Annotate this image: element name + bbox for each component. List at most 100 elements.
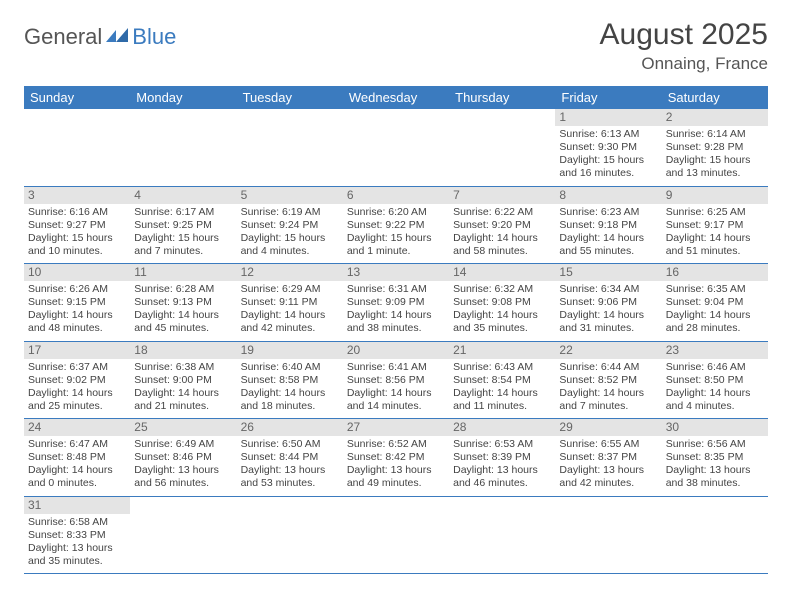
calendar-day-cell: 20Sunrise: 6:41 AMSunset: 8:56 PMDayligh… [343,341,449,419]
sunset-text: Sunset: 9:09 PM [347,296,445,309]
calendar-day-cell: 8Sunrise: 6:23 AMSunset: 9:18 PMDaylight… [555,186,661,264]
header: General Blue August 2025 Onnaing, France [24,18,768,74]
daylight-text: and 48 minutes. [28,322,126,335]
calendar-day-cell [449,496,555,574]
day-number: 18 [130,342,236,359]
calendar-day-cell: 18Sunrise: 6:38 AMSunset: 9:00 PMDayligh… [130,341,236,419]
sunset-text: Sunset: 8:37 PM [559,451,657,464]
daylight-text: Daylight: 14 hours [241,387,339,400]
daylight-text: Daylight: 14 hours [559,387,657,400]
day-header: Saturday [662,86,768,109]
day-number: 30 [662,419,768,436]
calendar-week-row: 1Sunrise: 6:13 AMSunset: 9:30 PMDaylight… [24,109,768,186]
logo: General Blue [24,24,176,50]
logo-flag-icon [106,28,128,46]
sunrise-text: Sunrise: 6:56 AM [666,438,764,451]
daylight-text: Daylight: 14 hours [453,309,551,322]
day-number: 28 [449,419,555,436]
day-number: 13 [343,264,449,281]
sunrise-text: Sunrise: 6:49 AM [134,438,232,451]
daylight-text: and 51 minutes. [666,245,764,258]
daylight-text: Daylight: 14 hours [453,232,551,245]
title-block: August 2025 Onnaing, France [600,18,768,74]
sunrise-text: Sunrise: 6:19 AM [241,206,339,219]
sunrise-text: Sunrise: 6:26 AM [28,283,126,296]
calendar-day-cell: 2Sunrise: 6:14 AMSunset: 9:28 PMDaylight… [662,109,768,186]
daylight-text: and 0 minutes. [28,477,126,490]
calendar-week-row: 10Sunrise: 6:26 AMSunset: 9:15 PMDayligh… [24,264,768,342]
day-number: 1 [555,109,661,126]
sunset-text: Sunset: 9:00 PM [134,374,232,387]
sunrise-text: Sunrise: 6:46 AM [666,361,764,374]
daylight-text: Daylight: 14 hours [347,309,445,322]
day-number: 14 [449,264,555,281]
daylight-text: and 16 minutes. [559,167,657,180]
sunrise-text: Sunrise: 6:35 AM [666,283,764,296]
sunrise-text: Sunrise: 6:47 AM [28,438,126,451]
daylight-text: and 11 minutes. [453,400,551,413]
sunrise-text: Sunrise: 6:53 AM [453,438,551,451]
calendar-day-cell [237,496,343,574]
day-number: 25 [130,419,236,436]
calendar-day-cell: 30Sunrise: 6:56 AMSunset: 8:35 PMDayligh… [662,419,768,497]
daylight-text: Daylight: 15 hours [241,232,339,245]
sunset-text: Sunset: 9:28 PM [666,141,764,154]
sunrise-text: Sunrise: 6:22 AM [453,206,551,219]
sunrise-text: Sunrise: 6:23 AM [559,206,657,219]
calendar-day-cell [555,496,661,574]
daylight-text: Daylight: 15 hours [28,232,126,245]
daylight-text: and 25 minutes. [28,400,126,413]
day-header: Thursday [449,86,555,109]
sunrise-text: Sunrise: 6:20 AM [347,206,445,219]
calendar-day-cell [130,496,236,574]
daylight-text: and 1 minute. [347,245,445,258]
sunrise-text: Sunrise: 6:44 AM [559,361,657,374]
sunrise-text: Sunrise: 6:37 AM [28,361,126,374]
day-header: Tuesday [237,86,343,109]
sunrise-text: Sunrise: 6:40 AM [241,361,339,374]
day-header-row: Sunday Monday Tuesday Wednesday Thursday… [24,86,768,109]
daylight-text: and 38 minutes. [347,322,445,335]
daylight-text: Daylight: 14 hours [134,309,232,322]
daylight-text: Daylight: 13 hours [666,464,764,477]
daylight-text: and 38 minutes. [666,477,764,490]
location-label: Onnaing, France [600,54,768,74]
page-title: August 2025 [600,18,768,52]
sunset-text: Sunset: 9:06 PM [559,296,657,309]
daylight-text: and 46 minutes. [453,477,551,490]
daylight-text: and 21 minutes. [134,400,232,413]
day-number: 11 [130,264,236,281]
day-number: 9 [662,187,768,204]
sunrise-text: Sunrise: 6:31 AM [347,283,445,296]
calendar-day-cell: 10Sunrise: 6:26 AMSunset: 9:15 PMDayligh… [24,264,130,342]
sunrise-text: Sunrise: 6:14 AM [666,128,764,141]
daylight-text: and 10 minutes. [28,245,126,258]
day-number: 4 [130,187,236,204]
sunset-text: Sunset: 9:25 PM [134,219,232,232]
daylight-text: Daylight: 13 hours [28,542,126,555]
calendar-day-cell [130,109,236,186]
logo-text-blue: Blue [132,24,176,50]
daylight-text: and 7 minutes. [559,400,657,413]
sunrise-text: Sunrise: 6:13 AM [559,128,657,141]
calendar-day-cell [343,496,449,574]
sunset-text: Sunset: 8:56 PM [347,374,445,387]
daylight-text: Daylight: 14 hours [28,309,126,322]
daylight-text: and 55 minutes. [559,245,657,258]
daylight-text: Daylight: 14 hours [666,387,764,400]
daylight-text: Daylight: 15 hours [666,154,764,167]
calendar-day-cell: 21Sunrise: 6:43 AMSunset: 8:54 PMDayligh… [449,341,555,419]
sunrise-text: Sunrise: 6:28 AM [134,283,232,296]
daylight-text: and 13 minutes. [666,167,764,180]
daylight-text: Daylight: 13 hours [559,464,657,477]
calendar-day-cell: 17Sunrise: 6:37 AMSunset: 9:02 PMDayligh… [24,341,130,419]
day-number: 22 [555,342,661,359]
calendar-week-row: 17Sunrise: 6:37 AMSunset: 9:02 PMDayligh… [24,341,768,419]
daylight-text: and 28 minutes. [666,322,764,335]
logo-text-general: General [24,24,102,50]
day-number: 24 [24,419,130,436]
daylight-text: Daylight: 13 hours [134,464,232,477]
daylight-text: Daylight: 14 hours [559,232,657,245]
day-number: 31 [24,497,130,514]
calendar-day-cell: 27Sunrise: 6:52 AMSunset: 8:42 PMDayligh… [343,419,449,497]
